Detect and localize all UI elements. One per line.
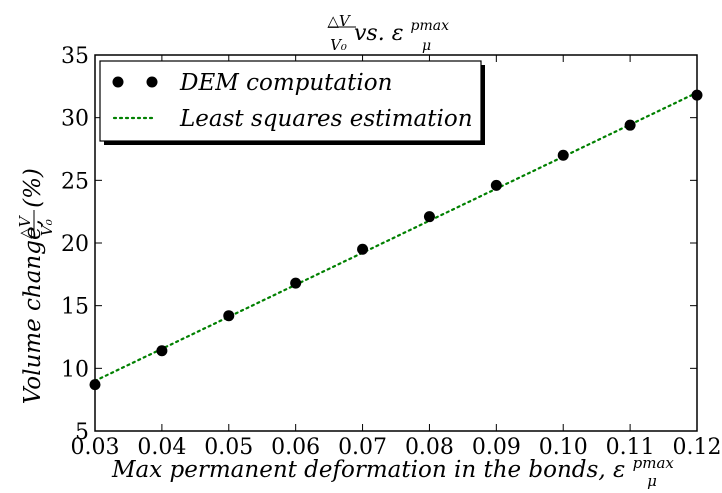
data-point-dem-5	[423, 211, 435, 223]
y-tick-label: 35	[61, 44, 89, 69]
legend: DEM computation Least squares estimation	[99, 60, 485, 145]
x-tick-label: 0.04	[137, 435, 186, 460]
data-point-dem-7	[557, 149, 569, 161]
x-axis-label-subscript: μ	[647, 472, 657, 490]
y-tick-label: 20	[61, 232, 89, 257]
y-axis-fraction-numerator: △V	[16, 214, 34, 239]
y-axis-label-text: Volume change, △V V₀ (%)	[10, 168, 58, 404]
x-axis-label-superscript: pmax	[633, 454, 675, 472]
data-point-dem-8	[624, 119, 636, 131]
x-tick-label: 0.08	[405, 435, 454, 460]
data-point-dem-4	[357, 243, 369, 255]
axis-ticks: 0.03 0.04 0.05 0.06 0.07 0.08 0.09 0.10 0.11 0.12…	[61, 44, 721, 460]
x-tick-label: 0.06	[271, 435, 320, 460]
legend-marker-dem	[112, 76, 124, 88]
title-text: vs. ε	[354, 21, 404, 46]
x-axis-label-text: Max permanent deformation in the bonds, …	[111, 457, 625, 483]
x-tick-label: 0.09	[472, 435, 521, 460]
y-tick-label: 10	[61, 357, 89, 382]
data-point-dem-6	[490, 179, 502, 191]
y-axis-label: Volume change, △V V₀ (%)	[10, 168, 58, 404]
x-tick-label: 0.11	[606, 435, 655, 460]
y-tick-label: 25	[61, 169, 89, 194]
legend-marker-dem	[146, 76, 158, 88]
x-tick-label: 0.05	[204, 435, 253, 460]
title-fraction-denominator: V₀	[330, 36, 347, 54]
title-fraction-numerator: △V	[327, 12, 352, 30]
chart-title: △V V₀ vs. ε pmax μ	[327, 7, 456, 56]
y-axis-label-prefix: Volume change,	[20, 212, 46, 404]
y-tick-label: 15	[61, 295, 89, 320]
plot-marks	[89, 89, 703, 391]
title-subscript: μ	[422, 38, 431, 54]
data-point-dem-2	[223, 310, 235, 322]
title-superscript: pmax	[411, 18, 450, 34]
y-tick-label: 5	[75, 420, 89, 445]
y-tick-label: 30	[61, 107, 89, 132]
legend-box	[99, 60, 482, 142]
x-tick-label: 0.07	[338, 435, 387, 460]
y-axis-fraction-denominator: V₀	[38, 219, 56, 236]
legend-label: DEM computation	[179, 70, 392, 96]
data-point-dem-3	[290, 277, 302, 289]
x-tick-label: 0.10	[539, 435, 588, 460]
x-axis-label: Max permanent deformation in the bonds, …	[111, 448, 681, 490]
x-tick-label: 0.03	[71, 435, 120, 460]
x-tick-label: 0.12	[673, 435, 722, 460]
data-point-dem-1	[156, 345, 168, 357]
legend-label: Least squares estimation	[179, 106, 473, 132]
y-axis-label-suffix: (%)	[20, 168, 46, 208]
